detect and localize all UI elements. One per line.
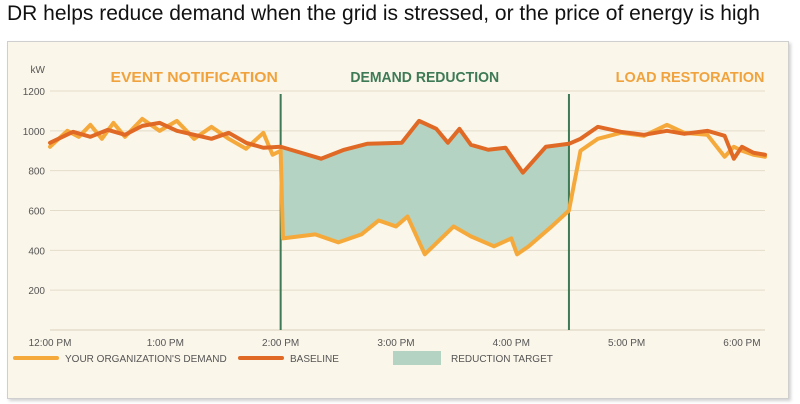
x-tick-label: 1:00 PM bbox=[147, 338, 184, 349]
x-tick-label: 2:00 PM bbox=[262, 338, 299, 349]
legend-layer: YOUR ORGANIZATION'S DEMAND BASELINE REDUCT… bbox=[13, 351, 553, 365]
baseline-series-line bbox=[48, 118, 767, 175]
legend-label: BASELINE bbox=[290, 354, 339, 365]
y-tick-label: 1200 bbox=[23, 87, 46, 98]
x-tick-label: 12:00 PM bbox=[29, 338, 72, 349]
legend-label: YOUR ORGANIZATION'S DEMAND bbox=[65, 354, 227, 365]
x-tick-label: 5:00 PM bbox=[608, 338, 645, 349]
x-tick-label: 6:00 PM bbox=[723, 338, 760, 349]
legend-swatch-patch bbox=[393, 351, 441, 365]
x-tick-label: 4:00 PM bbox=[493, 338, 530, 349]
y-axis-unit-label: kW bbox=[31, 65, 46, 76]
phase-label: LOAD RESTORATION bbox=[616, 69, 765, 86]
series-layer bbox=[48, 116, 767, 257]
y-tick-label: 200 bbox=[28, 286, 45, 297]
axis-layer: 200 400 600 800 1000 1200 kW 12:00 PM 1:00 PM 2:0… bbox=[23, 65, 761, 349]
chart-panel: 200 400 600 800 1000 1200 kW 12:00 PM 1:00 PM 2:0… bbox=[7, 41, 789, 399]
phase-label-layer: EVENT NOTIFICATION DEMAND REDUCTION LOAD R… bbox=[110, 69, 764, 86]
y-tick-label: 1000 bbox=[23, 127, 46, 138]
dr-chart: 200 400 600 800 1000 1200 kW 12:00 PM 1:00 PM 2:0… bbox=[13, 65, 767, 365]
reduction-target-area bbox=[280, 120, 569, 255]
legend-label: REDUCTION TARGET bbox=[451, 354, 553, 365]
y-tick-label: 600 bbox=[28, 207, 45, 218]
phase-label: EVENT NOTIFICATION bbox=[110, 69, 277, 86]
y-tick-label: 400 bbox=[28, 246, 45, 257]
y-tick-label: 800 bbox=[28, 167, 45, 178]
phase-label: DEMAND REDUCTION bbox=[350, 69, 499, 86]
x-tick-label: 3:00 PM bbox=[377, 338, 414, 349]
chart-caption: DR helps reduce demand when the grid is … bbox=[7, 2, 760, 25]
reduction-fill-layer bbox=[280, 120, 569, 255]
